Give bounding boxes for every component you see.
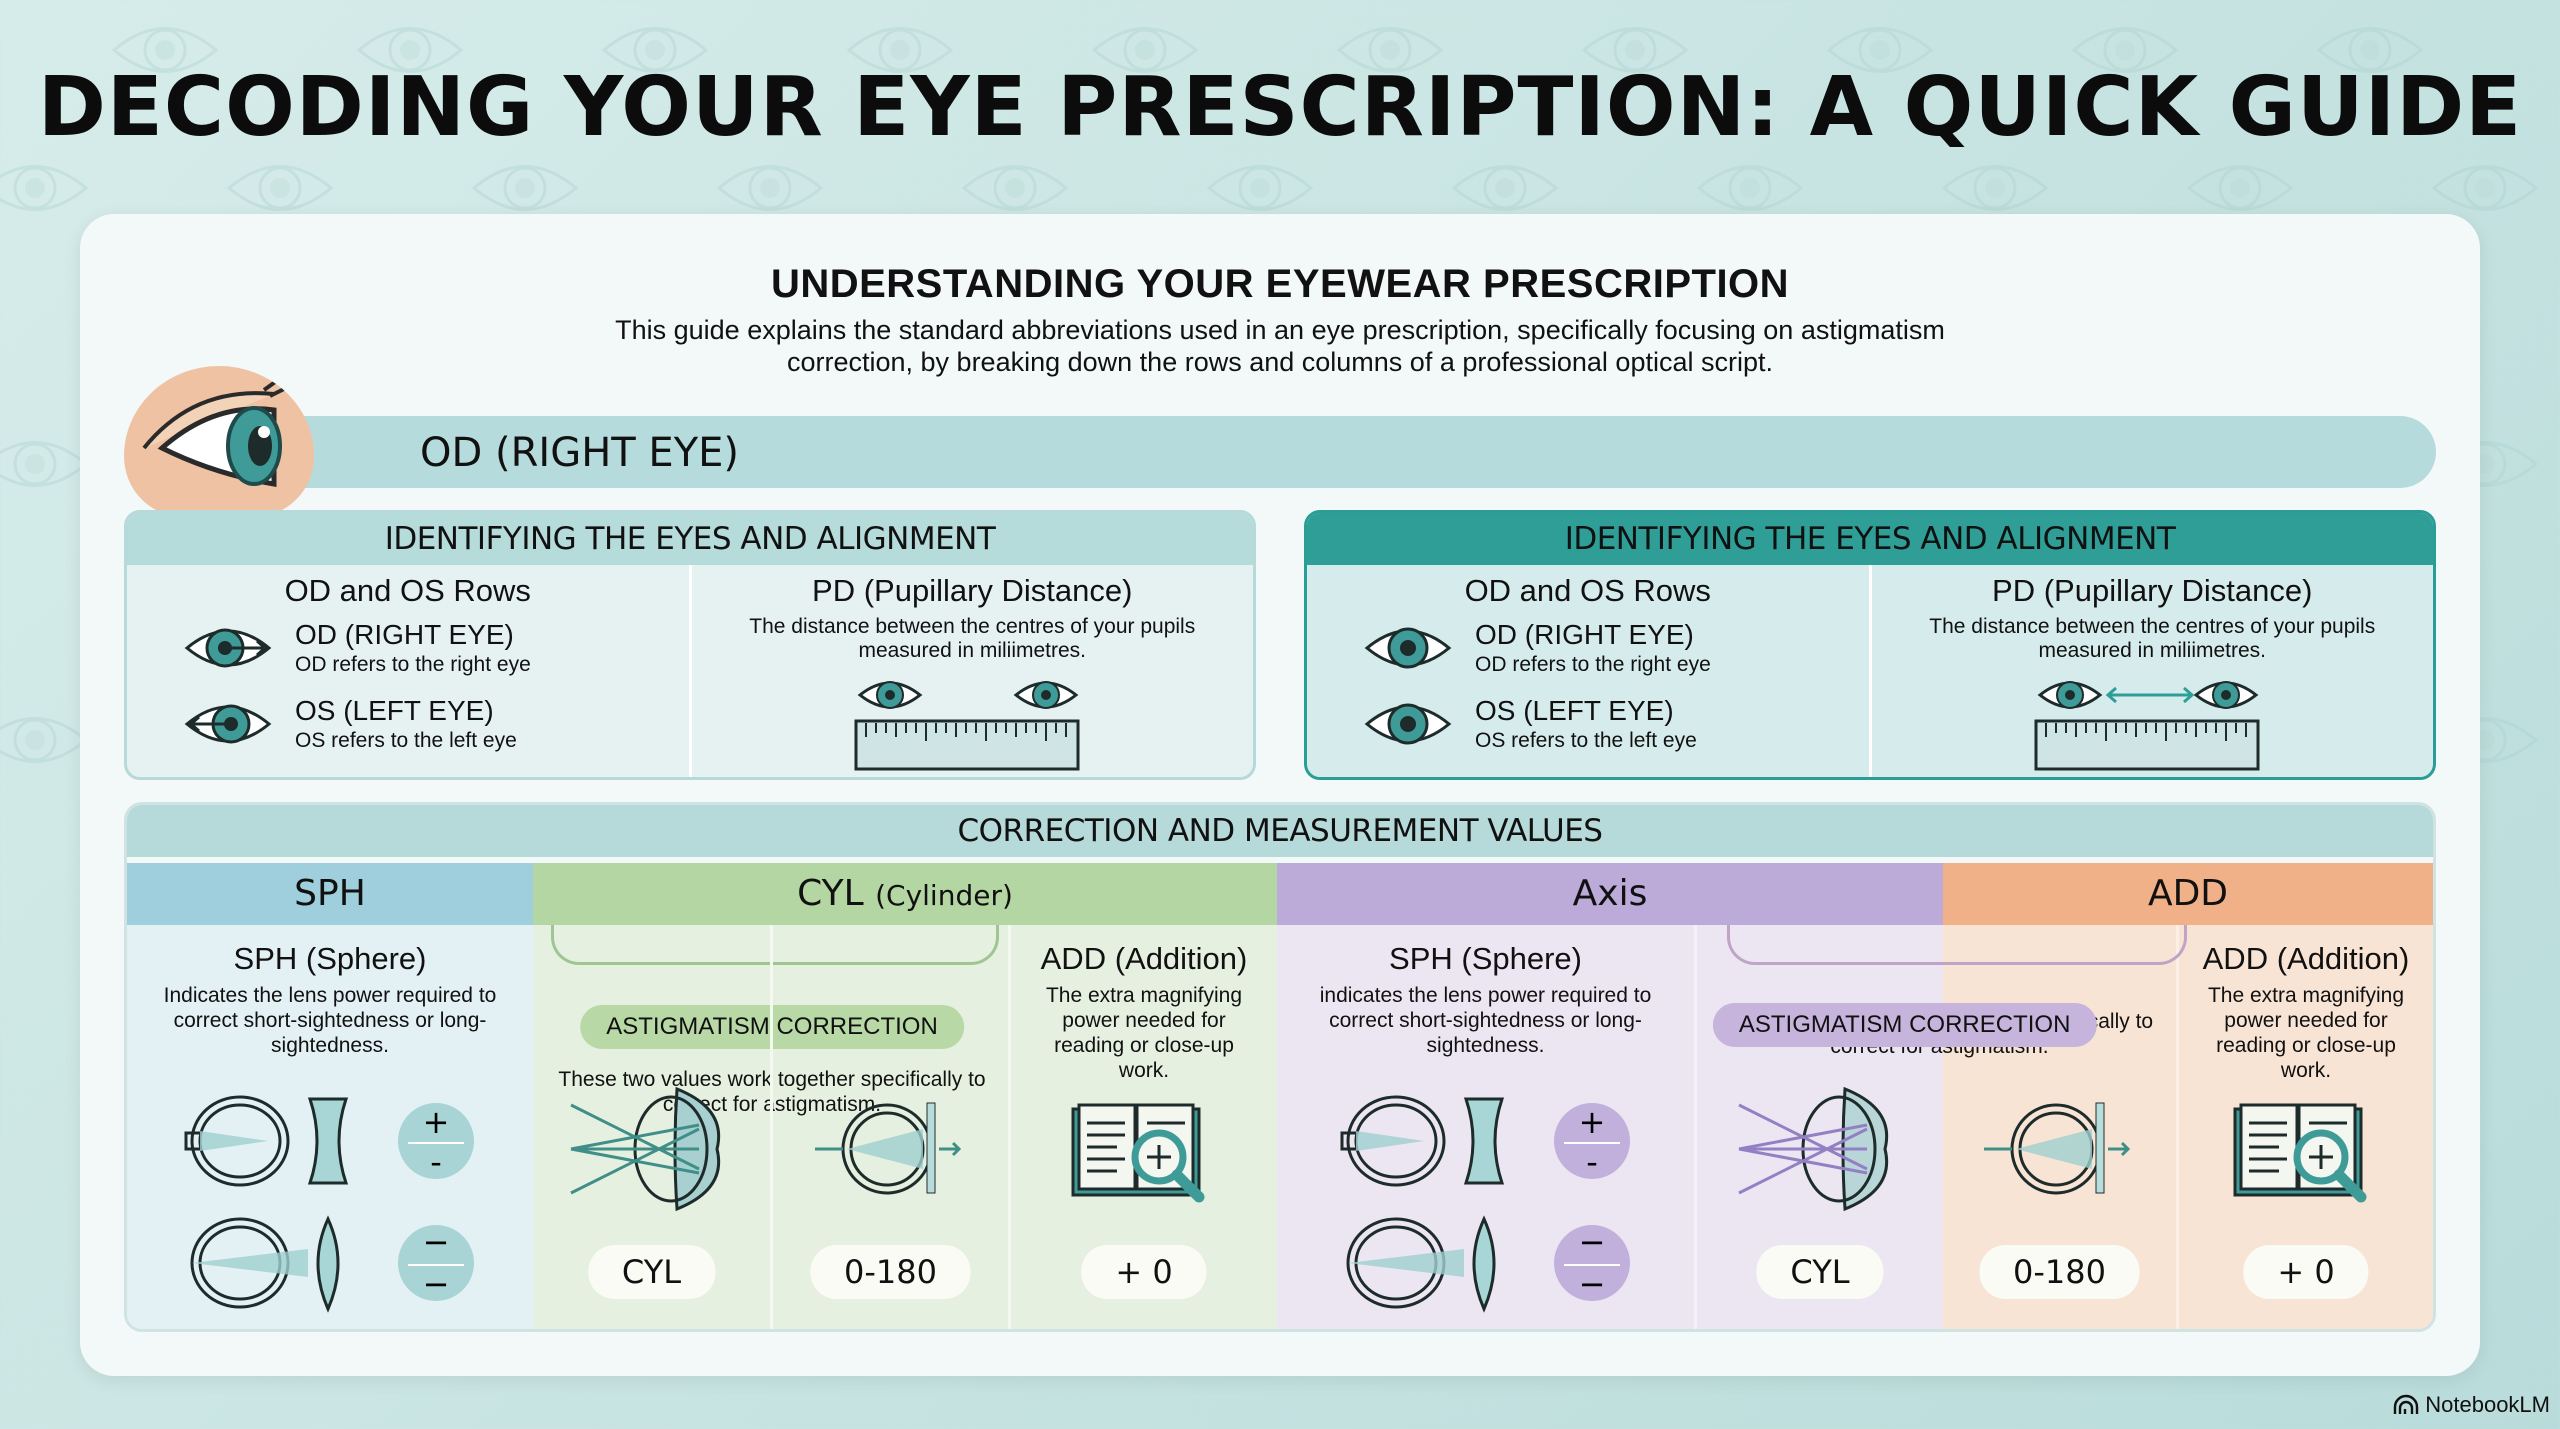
card-title: UNDERSTANDING YOUR EYEWEAR PRESCRIPTION <box>770 262 1790 306</box>
notebooklm-logo-icon <box>2394 1394 2419 1414</box>
od-label: OD (RIGHT EYE) <box>295 619 514 650</box>
pd-section: PD (Pupillary Distance) The distance bet… <box>688 565 1254 777</box>
od-os-rows-section: OD and OS Rows OD (RIGHT EYE) OD refers t… <box>127 565 689 777</box>
page-title: DECODING YOUR EYE PRESCRIPTION: A QUICK … <box>37 60 2523 155</box>
column-add: ADD ASTIGMATISM CORRECTION These two val… <box>1712 863 2433 1329</box>
add-desc: The extra magnifying power needed for re… <box>2207 984 2405 1082</box>
add-title: ADD (Addition) <box>1040 941 1248 976</box>
section-title: OD and OS Rows <box>284 573 531 608</box>
astigmatism-lens-icon <box>533 1085 770 1215</box>
od-desc: OD refers to the right eye <box>295 653 531 676</box>
column-sph: SPH SPH (Sphere) Indicates the lens powe… <box>127 863 533 1329</box>
os-row: OS (LEFT EYE) OS refers to the left eye <box>1363 695 1697 753</box>
column-header-cyl: CYL (Cylinder) <box>533 863 1277 925</box>
bracket-line <box>1727 925 2187 965</box>
bracket-line <box>551 925 999 965</box>
svg-text:−: − <box>1578 1223 1605 1261</box>
add-value-pill: + 0 <box>2243 1245 2369 1299</box>
od-os-rows-section: OD and OS Rows OD (RIGHT EYE) OD refers t… <box>1307 565 1869 777</box>
svg-text:+: + <box>1578 1103 1605 1141</box>
pd-section: PD (Pupillary Distance) The distance bet… <box>1868 565 2434 777</box>
add-title: ADD (Addition) <box>2202 941 2410 976</box>
add-desc: The extra magnifying power needed for re… <box>1045 984 1243 1082</box>
axis-eye-icon <box>773 1093 1008 1203</box>
sph-desc: indicates the lens power required to cor… <box>1319 984 1652 1057</box>
add-value-pill: + 0 <box>1081 1245 1207 1299</box>
brand-footer: NotebookLM <box>2393 1392 2550 1418</box>
ruler-eyes-arrow-icon <box>1872 675 2434 775</box>
column-header-add: ADD <box>1943 863 2433 925</box>
panel-eyes-alignment-2: IDENTIFYING THE EYES AND ALIGNMENT OD an… <box>1304 510 2436 780</box>
cyl-value-pill: CYL <box>587 1245 716 1299</box>
ruler-eyes-icon <box>692 675 1254 775</box>
myopia-hyperopia-diagram-icon: + - − − <box>127 1091 533 1321</box>
svg-text:−: − <box>423 1265 450 1303</box>
os-desc: OS refers to the left eye <box>295 729 517 752</box>
column-header-axis: Axis <box>1277 863 1943 925</box>
astigmatism-lens-icon <box>1697 1085 1943 1215</box>
axis-eye-icon <box>1943 1093 2176 1203</box>
os-label: OS (LEFT EYE) <box>1475 695 1674 726</box>
cyl-value-pill: CYL <box>1756 1245 1884 1299</box>
od-label: OD (RIGHT EYE) <box>1475 619 1694 650</box>
sph-title: SPH (Sphere) <box>1389 941 1582 976</box>
pd-desc: The distance between the centres of your… <box>1929 615 2376 662</box>
column-cyl: CYL (Cylinder) ASTIGMATISM CORRECTION Th… <box>533 863 1277 1329</box>
panel-eyes-alignment-1: IDENTIFYING THE EYES AND ALIGNMENT OD an… <box>124 510 1256 780</box>
column-header-sph: SPH <box>127 863 533 925</box>
section-title: PD (Pupillary Distance) <box>1992 573 2313 608</box>
svg-text:-: - <box>430 1143 442 1181</box>
eye-icon <box>1364 627 1452 669</box>
correction-header: CORRECTION AND MEASUREMENT VALUES <box>127 805 2433 857</box>
book-magnifier-icon <box>1011 1099 1277 1219</box>
book-magnifier-icon <box>2179 1099 2433 1219</box>
section-title: OD and OS Rows <box>1464 573 1711 608</box>
eye-illustration-icon <box>124 366 314 516</box>
sph-title: SPH (Sphere) <box>233 941 427 976</box>
svg-text:-: - <box>1586 1143 1598 1181</box>
cyl-suffix: (Cylinder) <box>875 879 1013 912</box>
card-description: This guide explains the standard abbrevi… <box>615 315 1945 377</box>
axis-value-pill: 0-180 <box>1979 1245 2140 1299</box>
svg-text:−: − <box>1578 1265 1605 1303</box>
svg-text:+: + <box>423 1103 450 1141</box>
column-axis: Axis SPH (Sphere) indicates the lens pow… <box>1277 863 2187 1329</box>
astigmatism-badge: ASTIGMATISM CORRECTION <box>1712 1003 2097 1047</box>
os-desc: OS refers to the left eye <box>1475 729 1697 752</box>
os-row: OS (LEFT EYE) OS refers to the left eye <box>183 695 517 753</box>
axis-value-pill: 0-180 <box>810 1245 971 1299</box>
myopia-hyperopia-diagram-icon: + - − − <box>1277 1091 1694 1321</box>
os-label: OS (LEFT EYE) <box>295 695 494 726</box>
svg-text:−: − <box>423 1223 450 1261</box>
sph-desc: Indicates the lens power required to cor… <box>163 984 497 1057</box>
od-band: OD (RIGHT EYE) <box>250 416 2436 488</box>
panel-header: IDENTIFYING THE EYES AND ALIGNMENT <box>1307 513 2433 565</box>
eye-icon <box>1364 703 1452 745</box>
od-row: OD (RIGHT EYE) OD refers to the right eye <box>183 619 531 677</box>
section-title: PD (Pupillary Distance) <box>812 573 1133 608</box>
cyl-label: CYL <box>797 873 864 914</box>
correction-table: CORRECTION AND MEASUREMENT VALUES SPH SP… <box>124 802 2436 1332</box>
brand-name: NotebookLM <box>2425 1392 2550 1417</box>
eye-arrow-right-icon <box>184 628 272 668</box>
od-row: OD (RIGHT EYE) OD refers to the right eye <box>1363 619 1711 677</box>
eye-arrow-left-icon <box>184 704 272 744</box>
od-desc: OD refers to the right eye <box>1475 653 1711 676</box>
panel-header: IDENTIFYING THE EYES AND ALIGNMENT <box>127 513 1253 565</box>
od-band-label: OD (RIGHT EYE) <box>420 430 740 476</box>
guide-card: UNDERSTANDING YOUR EYEWEAR PRESCRIPTION … <box>80 214 2480 1376</box>
pd-desc: The distance between the centres of your… <box>749 615 1196 662</box>
